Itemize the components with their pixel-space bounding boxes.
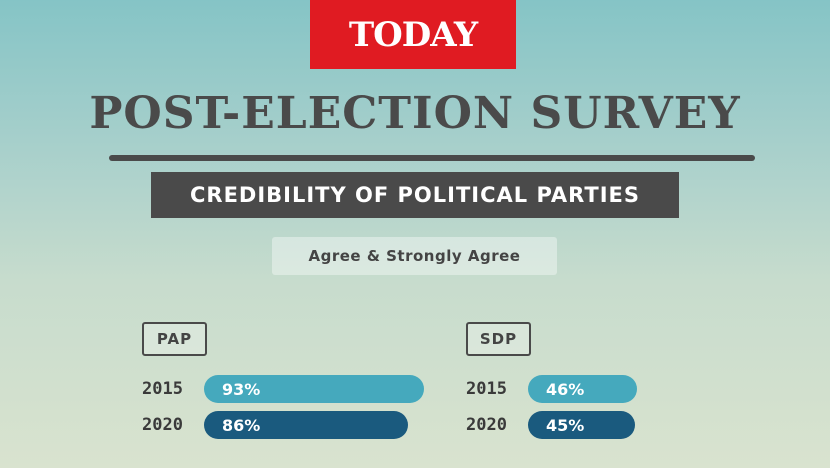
logo-text: TODAY: [348, 14, 478, 55]
bar-pap-2020: 86%: [204, 411, 408, 439]
data-label-pap-2020: 86%: [222, 415, 261, 435]
bar-pap-2015: 93%: [204, 375, 424, 403]
chart-title-pap: PAP: [142, 322, 207, 356]
legend-text: Agree & Strongly Agree: [308, 247, 521, 265]
bar-sdp-2020: 45%: [528, 411, 635, 439]
title-divider: [109, 155, 755, 161]
data-label-sdp-2015: 46%: [546, 379, 585, 399]
today-logo: TODAY: [310, 0, 516, 69]
subtitle-banner: CREDIBILITY OF POLITICAL PARTIES: [151, 172, 679, 218]
data-label-sdp-2020: 45%: [546, 415, 585, 435]
tick-label-sdp-2015: 2015: [466, 379, 507, 399]
tick-label-pap-2015: 2015: [142, 379, 183, 399]
page-title: POST-ELECTION SURVEY: [89, 88, 741, 139]
bar-sdp-2015: 46%: [528, 375, 637, 403]
tick-label-sdp-2020: 2020: [466, 415, 507, 435]
data-label-pap-2015: 93%: [222, 379, 261, 399]
tick-label-pap-2020: 2020: [142, 415, 183, 435]
subtitle-text: CREDIBILITY OF POLITICAL PARTIES: [189, 183, 641, 207]
legend-badge: Agree & Strongly Agree: [272, 237, 557, 275]
chart-title-sdp: SDP: [466, 322, 531, 356]
